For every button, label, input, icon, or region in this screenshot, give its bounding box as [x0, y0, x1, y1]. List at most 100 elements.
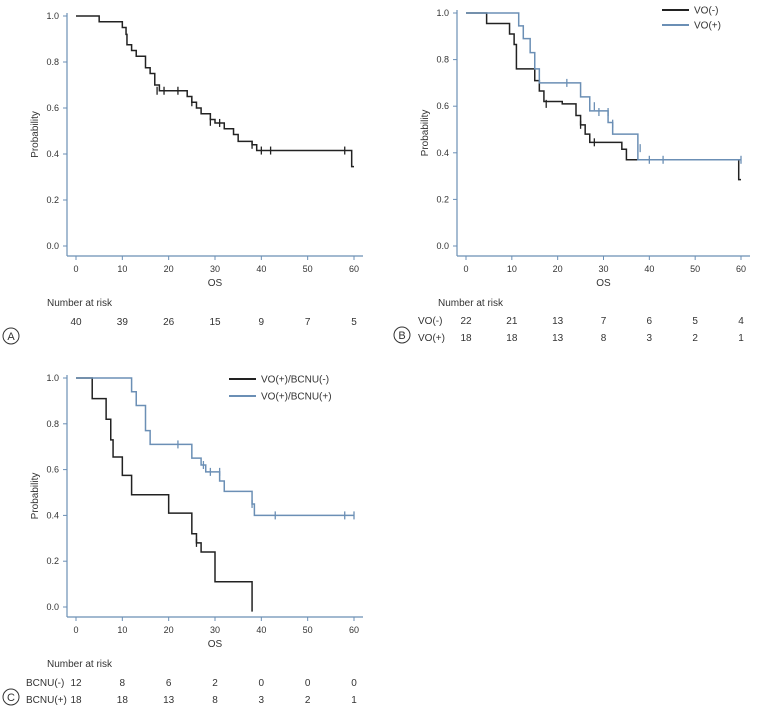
risk-value: 3 [259, 695, 265, 706]
panel-letter: A [2, 327, 20, 345]
x-tick-label: 40 [644, 264, 654, 274]
risk-value: 13 [552, 333, 564, 344]
survival-curve-vo- [466, 12, 741, 161]
risk-value: 18 [117, 695, 129, 706]
panel-letter-circle [2, 688, 20, 706]
risk-value: 22 [460, 316, 472, 327]
risk-value: 15 [209, 317, 221, 328]
y-tick-label: 0.8 [436, 55, 449, 65]
y-axis-label: Probability [30, 473, 41, 520]
risk-value: 8 [601, 333, 607, 344]
risk-row-label: VO(-) [418, 316, 442, 327]
risk-value: 0 [351, 678, 357, 689]
risk-value: 0 [259, 678, 265, 689]
risk-value: 39 [117, 317, 129, 328]
x-tick-label: 30 [210, 264, 220, 274]
y-tick-label: 1.0 [46, 11, 59, 21]
y-tick-label: 1.0 [436, 8, 449, 18]
y-tick-label: 0.6 [46, 465, 59, 475]
risk-row-label: VO(+) [418, 333, 445, 344]
risk-value: 2 [305, 695, 311, 706]
survival-curve-vo-bcnu- [76, 377, 354, 517]
x-tick-label: 10 [117, 625, 127, 635]
x-tick-label: 50 [303, 264, 313, 274]
x-tick-label: 0 [463, 264, 468, 274]
panel-letter-text: B [398, 330, 405, 342]
y-axis-label: Probability [420, 110, 431, 157]
risk-value: 21 [506, 316, 518, 327]
x-tick-label: 30 [210, 625, 220, 635]
risk-value: 8 [212, 695, 218, 706]
y-tick-label: 0.4 [46, 149, 59, 159]
y-tick-label: 0.2 [46, 556, 59, 566]
panel-letter-text: C [7, 692, 15, 704]
x-axis-label: OS [596, 278, 611, 289]
risk-value: 12 [70, 678, 82, 689]
risk-row-label: BCNU(-) [26, 678, 64, 689]
y-tick-label: 0.8 [46, 57, 59, 67]
y-tick-label: 0.2 [436, 194, 449, 204]
legend: VO(-) VO(+) [662, 6, 721, 32]
x-tick-label: 50 [303, 625, 313, 635]
y-tick-label: 0.0 [436, 241, 449, 251]
x-tick-label: 60 [736, 264, 746, 274]
legend-label: VO(+)/BCNU(+) [261, 392, 332, 403]
risk-value: 6 [647, 316, 653, 327]
y-tick-label: 0.6 [436, 101, 449, 111]
x-tick-label: 20 [164, 264, 174, 274]
legend: VO(+)/BCNU(-) VO(+)/BCNU(+) [229, 375, 332, 403]
panel-b: 0.0 0.2 0.4 0.6 0.8 1.0 0 10 20 30 40 50 60 OS Probabi… [393, 6, 750, 344]
y-tick-label: 0.8 [46, 419, 59, 429]
y-tick-label: 1.0 [46, 373, 59, 383]
risk-table: Number at risk 40 39 26 15 9 7 5 [47, 298, 357, 328]
x-tick-label: 20 [553, 264, 563, 274]
panel-c: 0.00.20.40.60.81.00 10 20 30 40 50 60OSProbabi… [2, 373, 363, 706]
risk-value: 18 [460, 333, 472, 344]
x-tick-label: 40 [256, 264, 266, 274]
risk-value: 6 [166, 678, 172, 689]
risk-value: 1 [738, 333, 744, 344]
x-tick-label: 10 [507, 264, 517, 274]
risk-value: 13 [552, 316, 564, 327]
panel-letter-circle [393, 326, 411, 344]
legend-label: VO(-) [694, 6, 718, 17]
x-tick-label: 10 [117, 264, 127, 274]
x-tick-label: 30 [598, 264, 608, 274]
panel-letter-text: A [7, 331, 15, 343]
risk-value: 18 [70, 695, 82, 706]
y-tick-label: 0.4 [46, 510, 59, 520]
y-axis-label: Probability [30, 111, 41, 158]
risk-value: 3 [647, 333, 653, 344]
panel-letter: C [2, 688, 20, 706]
x-tick-label: 60 [349, 264, 359, 274]
x-tick-label: 40 [256, 625, 266, 635]
risk-value: 7 [305, 317, 311, 328]
y-tick-label: 0.6 [46, 103, 59, 113]
risk-value: 1 [351, 695, 357, 706]
risk-value: 13 [163, 695, 175, 706]
panel-a: 0.0 0.2 0.4 0.6 0.8 1.0 0 10 20 30 40 50 60 OS Probabi… [2, 11, 363, 345]
y-tick-label: 0.0 [46, 602, 59, 612]
x-tick-label: 60 [349, 625, 359, 635]
risk-value: 5 [692, 316, 698, 327]
risk-table-title: Number at risk [438, 298, 504, 309]
risk-table-title: Number at risk [47, 298, 113, 309]
survival-curve-vo- [466, 12, 741, 181]
risk-value: 40 [70, 317, 82, 328]
risk-value: 9 [259, 317, 265, 328]
risk-value: 4 [738, 316, 744, 327]
risk-value: 18 [506, 333, 518, 344]
risk-value: 0 [305, 678, 311, 689]
y-tick-label: 0.0 [46, 241, 59, 251]
panel-letter-circle [2, 327, 20, 345]
y-tick-label: 0.2 [46, 195, 59, 205]
x-tick-label: 0 [73, 625, 78, 635]
survival-curve-all [76, 15, 354, 168]
risk-value: 2 [212, 678, 218, 689]
x-tick-label: 0 [73, 264, 78, 274]
risk-value: 8 [120, 678, 126, 689]
risk-row-label: BCNU(+) [26, 695, 67, 706]
survival-curve-vo-bcnu- [76, 377, 253, 612]
legend-label: VO(+)/BCNU(-) [261, 375, 329, 386]
